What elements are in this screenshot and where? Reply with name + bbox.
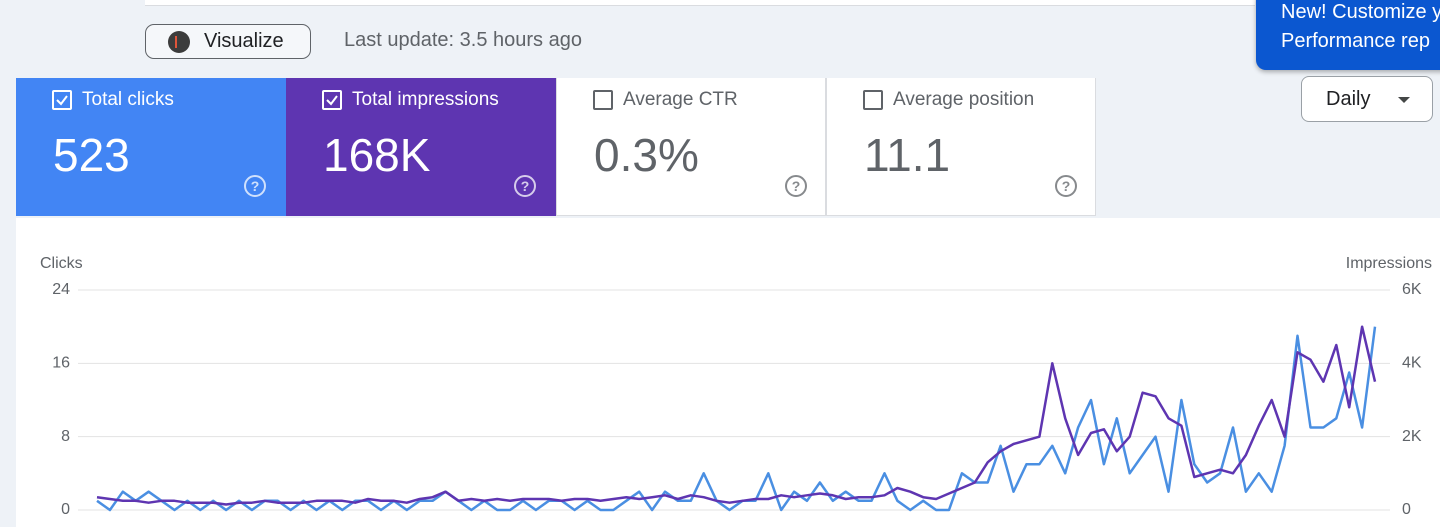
visualize-button[interactable]: Visualize <box>145 24 311 59</box>
metric-label: Total clicks <box>82 89 174 110</box>
checkbox[interactable] <box>322 90 342 110</box>
button-label: Visualize <box>204 30 284 52</box>
range-select[interactable]: Daily <box>1301 76 1433 122</box>
checkmark <box>326 95 338 106</box>
promo-banner[interactable]: New! Customize y Performance rep <box>1256 0 1440 70</box>
y2-tick-label: 4K <box>1402 355 1422 372</box>
checkmark-path <box>326 95 338 106</box>
banner-line: New! Customize y <box>1281 1 1440 23</box>
y2-axis-title: Impressions <box>1346 255 1432 272</box>
help-icon[interactable]: ? <box>514 175 536 197</box>
y-axis-title: Clicks <box>40 255 83 272</box>
help-icon[interactable]: ? <box>785 175 807 197</box>
metric-label: Average position <box>893 89 1035 110</box>
help-icon[interactable]: ? <box>1055 175 1077 197</box>
metric-tile[interactable]: Average position 11.1? <box>826 78 1096 216</box>
y-tick-label: 0 <box>61 501 70 518</box>
metric-tile[interactable]: Average CTR 0.3%? <box>556 78 826 216</box>
metric-value: 0.3% <box>594 129 699 181</box>
y2-tick-label: 2K <box>1402 428 1422 445</box>
checkbox[interactable] <box>593 90 613 110</box>
metric-label: Average CTR <box>623 89 738 110</box>
metric-tiles: Total clicks 523? Total impressions 168K? Av… <box>16 78 1096 216</box>
y-tick-label: 16 <box>52 355 70 372</box>
metric-value: 168K <box>323 129 431 181</box>
range-select-label: Daily <box>1326 88 1371 110</box>
metric-tile[interactable]: Total impressions 168K? <box>286 78 556 216</box>
y2-tick-label: 0 <box>1402 501 1411 518</box>
y2-tick-label: 6K <box>1402 281 1422 298</box>
y-tick-label: 8 <box>61 428 70 445</box>
series-line <box>96 326 1377 512</box>
metric-label: Total impressions <box>352 89 499 110</box>
metric-tile[interactable]: Total clicks 523? <box>16 78 286 216</box>
checkbox[interactable] <box>52 90 72 110</box>
chart: Clicks Impressions 0 8 16 24 0 2K 4K 6K <box>40 255 1432 518</box>
metric-value: 523 <box>53 129 130 181</box>
series-line <box>96 325 1377 506</box>
y-tick-label: 24 <box>52 281 70 298</box>
checkmark <box>56 95 68 106</box>
checkmark-path <box>56 95 68 106</box>
extension-logo <box>168 30 190 53</box>
help-icon[interactable]: ? <box>244 175 266 197</box>
checkbox[interactable] <box>863 90 883 110</box>
banner-line: Performance rep <box>1281 30 1430 52</box>
chart-panel: Clicks Impressions 0 8 16 24 0 2K 4K 6K <box>16 218 1440 527</box>
search-bar-edge <box>145 0 1255 6</box>
metric-value: 11.1 <box>864 129 951 181</box>
last-update: Last update: 3.5 hours ago <box>344 29 582 51</box>
